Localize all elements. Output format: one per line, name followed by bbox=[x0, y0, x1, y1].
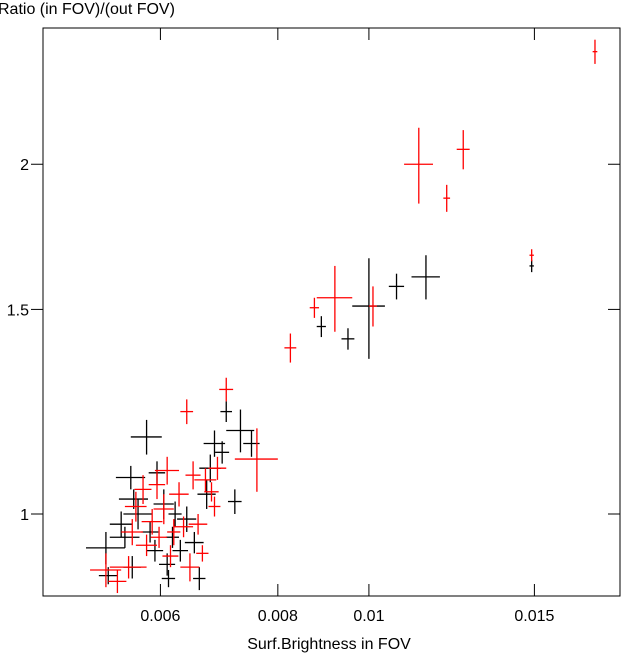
data-point bbox=[109, 556, 147, 579]
data-point bbox=[135, 534, 158, 557]
data-point bbox=[185, 461, 201, 490]
data-point bbox=[108, 569, 127, 594]
data-point bbox=[234, 428, 278, 492]
data-point bbox=[161, 569, 176, 588]
x-axis-ticks: 0.006 0.008 0.01 0.015 bbox=[140, 28, 555, 625]
data-point bbox=[204, 482, 219, 502]
data-point bbox=[165, 526, 180, 548]
data-point bbox=[141, 521, 159, 543]
data-point bbox=[404, 127, 433, 204]
y-tick-label: 2 bbox=[20, 157, 29, 174]
series-2 bbox=[90, 39, 598, 594]
data-point bbox=[123, 499, 153, 530]
data-series-layer bbox=[86, 39, 598, 594]
data-point bbox=[352, 258, 385, 359]
data-point bbox=[193, 567, 206, 591]
data-point bbox=[456, 130, 470, 170]
data-point bbox=[150, 526, 168, 548]
y-axis-ticks: 11.52 bbox=[7, 157, 620, 524]
data-point bbox=[124, 491, 147, 522]
data-point bbox=[443, 184, 451, 212]
data-point bbox=[109, 511, 133, 538]
data-point bbox=[219, 377, 234, 402]
data-point bbox=[188, 513, 208, 535]
y-axis-label: Ratio (in FOV)/(out FOV) bbox=[0, 1, 175, 18]
data-point bbox=[368, 286, 377, 327]
data-point bbox=[153, 494, 174, 525]
data-point bbox=[208, 456, 227, 480]
data-point bbox=[121, 519, 144, 546]
x-tick-label: 0.015 bbox=[514, 608, 554, 625]
data-point bbox=[109, 526, 140, 548]
data-point bbox=[134, 475, 152, 505]
data-point bbox=[180, 553, 200, 582]
data-point bbox=[90, 553, 122, 588]
data-point bbox=[146, 539, 164, 562]
data-point bbox=[194, 468, 217, 492]
data-point bbox=[208, 496, 221, 517]
y-tick-label: 1 bbox=[20, 507, 29, 524]
data-point bbox=[167, 519, 181, 546]
data-point bbox=[592, 39, 598, 64]
data-point bbox=[197, 479, 216, 509]
data-point bbox=[141, 508, 163, 535]
data-point bbox=[154, 456, 180, 485]
data-point bbox=[388, 273, 405, 300]
y-tick-label: 1.5 bbox=[7, 302, 29, 319]
data-point bbox=[177, 506, 197, 532]
data-point bbox=[529, 259, 534, 273]
data-point bbox=[203, 430, 226, 457]
data-point bbox=[309, 297, 320, 318]
data-point bbox=[196, 545, 209, 562]
plot-frame bbox=[42, 27, 621, 597]
data-point bbox=[172, 539, 189, 562]
data-point bbox=[529, 249, 534, 262]
data-point bbox=[162, 545, 179, 568]
data-point bbox=[180, 399, 194, 425]
data-point bbox=[316, 265, 353, 332]
x-tick-label: 0.008 bbox=[258, 608, 298, 625]
data-point bbox=[148, 470, 166, 500]
data-point bbox=[227, 489, 242, 514]
data-point bbox=[159, 553, 176, 576]
data-point bbox=[341, 328, 355, 350]
x-tick-label: 0.006 bbox=[140, 608, 180, 625]
data-point bbox=[184, 531, 204, 554]
data-point bbox=[130, 419, 162, 455]
data-point bbox=[115, 465, 146, 490]
data-point bbox=[284, 333, 297, 363]
data-point bbox=[226, 409, 255, 453]
data-point bbox=[220, 401, 232, 423]
data-point bbox=[411, 255, 440, 300]
data-point bbox=[168, 501, 182, 527]
data-point bbox=[169, 482, 189, 507]
x-tick-label: 0.01 bbox=[353, 608, 384, 625]
data-point bbox=[215, 441, 230, 464]
data-point bbox=[316, 316, 326, 338]
data-point bbox=[173, 516, 194, 538]
x-axis-label: Surf.Brightness in FOV bbox=[247, 636, 411, 653]
series-1 bbox=[86, 255, 534, 591]
